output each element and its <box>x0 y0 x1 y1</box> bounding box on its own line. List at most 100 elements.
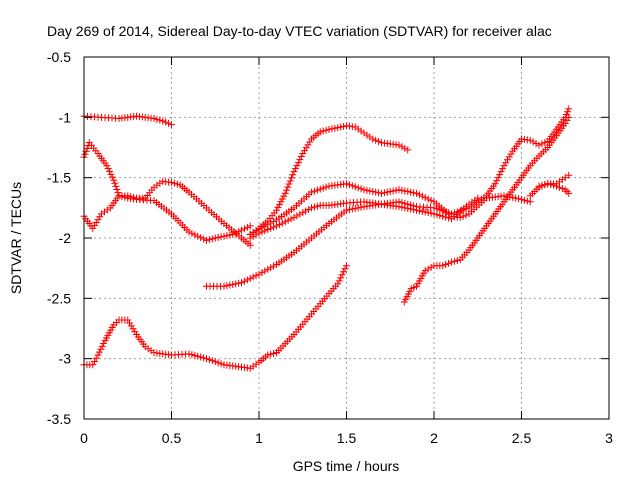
data-point <box>131 328 139 336</box>
data-point <box>392 186 400 194</box>
series-track-11 <box>526 171 573 200</box>
data-point <box>211 234 219 242</box>
data-point <box>226 281 234 289</box>
data-point <box>547 181 555 189</box>
data-point <box>296 210 304 218</box>
data-point <box>348 182 356 190</box>
data-point <box>214 233 222 241</box>
data-point <box>194 352 202 360</box>
data-point <box>94 351 102 359</box>
data-point <box>200 354 208 362</box>
data-point <box>345 206 353 214</box>
data-point <box>246 274 254 282</box>
data-marks <box>80 105 573 372</box>
data-point <box>217 360 225 368</box>
data-point <box>246 241 254 249</box>
data-point <box>343 206 350 214</box>
data-point <box>544 180 552 188</box>
data-point <box>398 143 406 151</box>
data-point <box>103 162 111 170</box>
data-point <box>270 223 278 231</box>
data-point <box>407 201 415 209</box>
data-point <box>351 204 359 212</box>
data-point <box>448 210 455 218</box>
data-point <box>240 277 248 285</box>
data-point <box>427 209 435 217</box>
data-point <box>281 218 289 226</box>
x-tick-label: 1 <box>255 430 263 446</box>
data-point <box>430 210 438 218</box>
data-point <box>264 226 272 234</box>
data-point <box>462 205 470 213</box>
data-point <box>267 264 275 272</box>
data-point <box>255 270 263 278</box>
data-point <box>197 353 205 361</box>
data-point <box>294 159 302 167</box>
data-point <box>91 221 98 229</box>
data-point <box>404 146 412 154</box>
y-tick-label: -2 <box>59 230 72 246</box>
series-track-10 <box>400 113 573 306</box>
data-point <box>162 118 170 126</box>
data-point <box>130 193 138 201</box>
data-point <box>505 153 513 161</box>
data-point <box>238 279 245 287</box>
data-point <box>520 196 528 204</box>
data-point <box>220 282 228 290</box>
data-point <box>111 179 119 187</box>
data-point <box>407 188 415 196</box>
data-point <box>104 164 112 172</box>
data-point <box>360 186 368 194</box>
data-point <box>319 184 327 192</box>
data-point <box>310 187 318 195</box>
data-point <box>427 263 435 271</box>
data-point <box>293 162 301 170</box>
x-tick-label: 2 <box>430 430 438 446</box>
data-point <box>188 351 196 359</box>
data-point <box>283 186 290 194</box>
data-point <box>450 257 458 265</box>
data-point <box>456 213 464 221</box>
data-point <box>95 348 103 356</box>
data-point <box>220 232 228 240</box>
data-point <box>287 215 295 223</box>
data-point <box>165 119 173 127</box>
data-point <box>415 191 423 199</box>
data-point <box>289 171 297 179</box>
data-point <box>291 165 299 173</box>
data-point <box>493 177 501 185</box>
data-point <box>264 351 272 359</box>
data-point <box>185 350 193 358</box>
data-point <box>255 229 263 237</box>
data-point <box>89 361 97 369</box>
data-point <box>389 187 397 195</box>
data-point <box>351 183 359 191</box>
data-point <box>401 187 409 195</box>
series-track-1 <box>80 112 175 129</box>
data-point <box>285 180 293 188</box>
data-point <box>363 186 371 194</box>
data-point <box>249 232 257 240</box>
data-point <box>418 207 426 215</box>
data-point <box>415 207 423 215</box>
data-point <box>112 182 120 190</box>
data-point <box>316 128 324 136</box>
chart-title: Day 269 of 2014, Sidereal Day-to-day VTE… <box>47 23 552 39</box>
data-point <box>424 209 432 217</box>
data-point <box>496 171 504 179</box>
x-tick-label: 1.5 <box>337 430 357 446</box>
data-point <box>401 199 409 207</box>
axes: 0 0.5 1 1.5 2 2.5 3 -3.5 -3 -2.5 -2 -1.5 -1 -0.5 <box>47 49 613 446</box>
data-point <box>535 141 543 149</box>
data-point <box>372 188 380 196</box>
data-point <box>299 209 307 217</box>
data-point <box>442 261 450 269</box>
data-point <box>500 162 508 170</box>
x-tick-label: 0 <box>80 430 88 446</box>
data-point <box>258 228 266 236</box>
data-point <box>395 198 403 206</box>
data-point <box>497 168 505 176</box>
data-point <box>558 185 566 193</box>
data-point <box>252 272 260 280</box>
